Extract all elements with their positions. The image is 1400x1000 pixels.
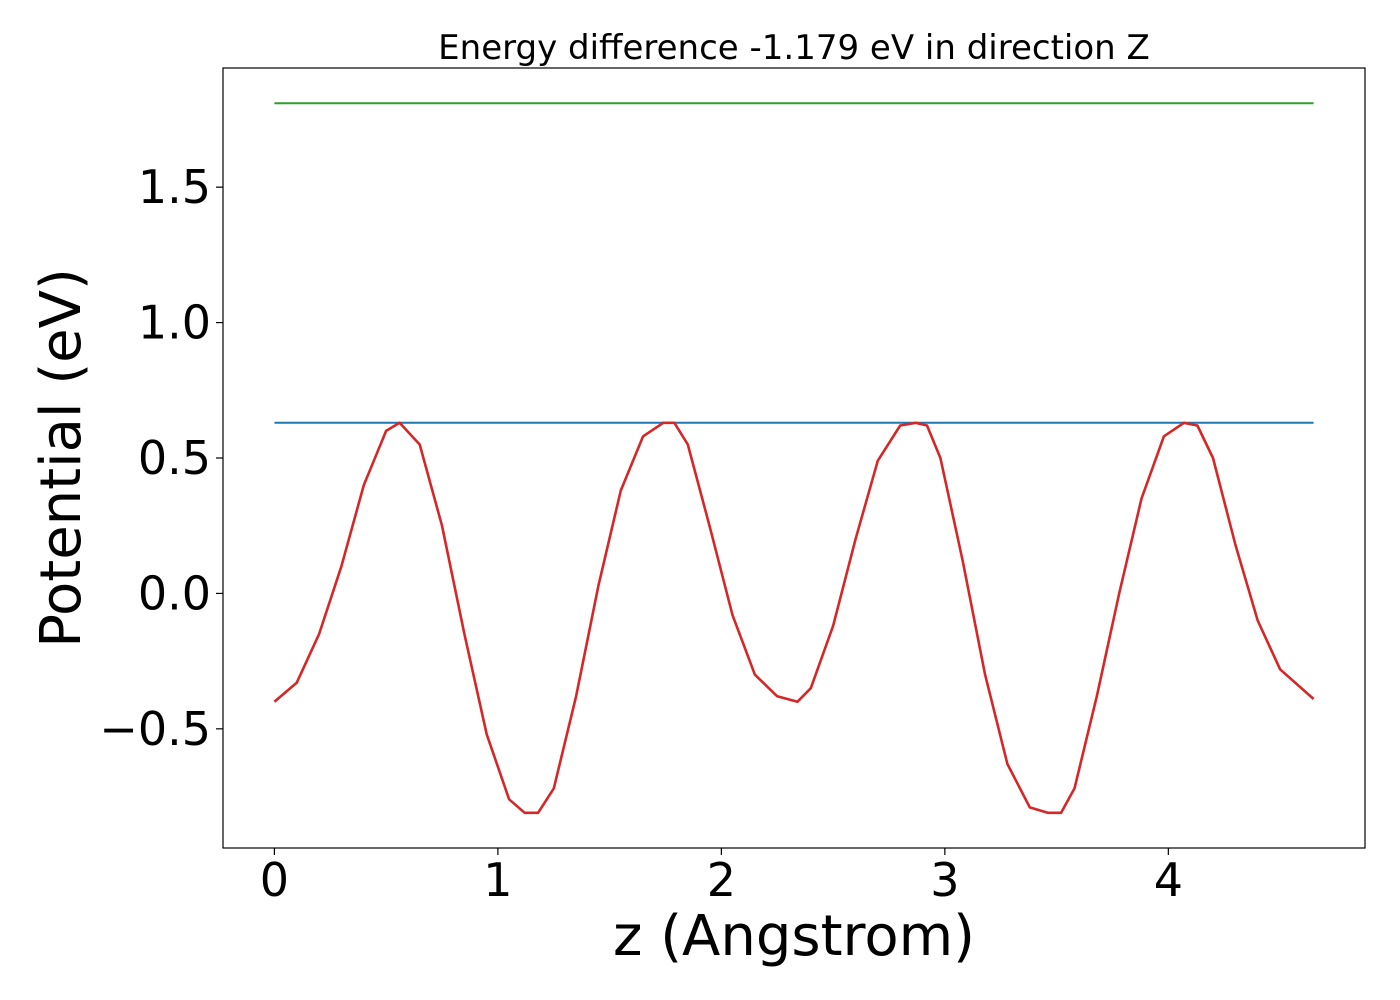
series-layer bbox=[273, 102, 1315, 815]
x-tick-label: 2 bbox=[707, 853, 736, 907]
y-tick-label: 0.5 bbox=[138, 431, 211, 485]
y-tick-label: 1.5 bbox=[138, 160, 211, 214]
x-tick-label: 1 bbox=[483, 853, 512, 907]
x-axis-label: z (Angstrom) bbox=[613, 904, 975, 969]
y-tick-label: 0.0 bbox=[138, 566, 211, 620]
y-tick-label: −0.5 bbox=[99, 702, 211, 756]
x-tick-label: 3 bbox=[930, 853, 959, 907]
series-line-2 bbox=[273, 421, 1315, 815]
y-tick-label: 1.0 bbox=[138, 296, 211, 350]
y-axis-ticks: −0.5 0.0 0.5 1.0 1.5 bbox=[99, 160, 223, 756]
x-tick-label: 4 bbox=[1154, 853, 1183, 907]
plot-frame bbox=[222, 67, 1366, 849]
x-axis-ticks: 0 1 2 3 4 bbox=[260, 848, 1183, 907]
chart-title: Energy difference -1.179 eV in direction… bbox=[438, 28, 1150, 68]
y-axis-label: Potential (eV) bbox=[29, 268, 94, 648]
x-tick-label: 0 bbox=[260, 853, 289, 907]
